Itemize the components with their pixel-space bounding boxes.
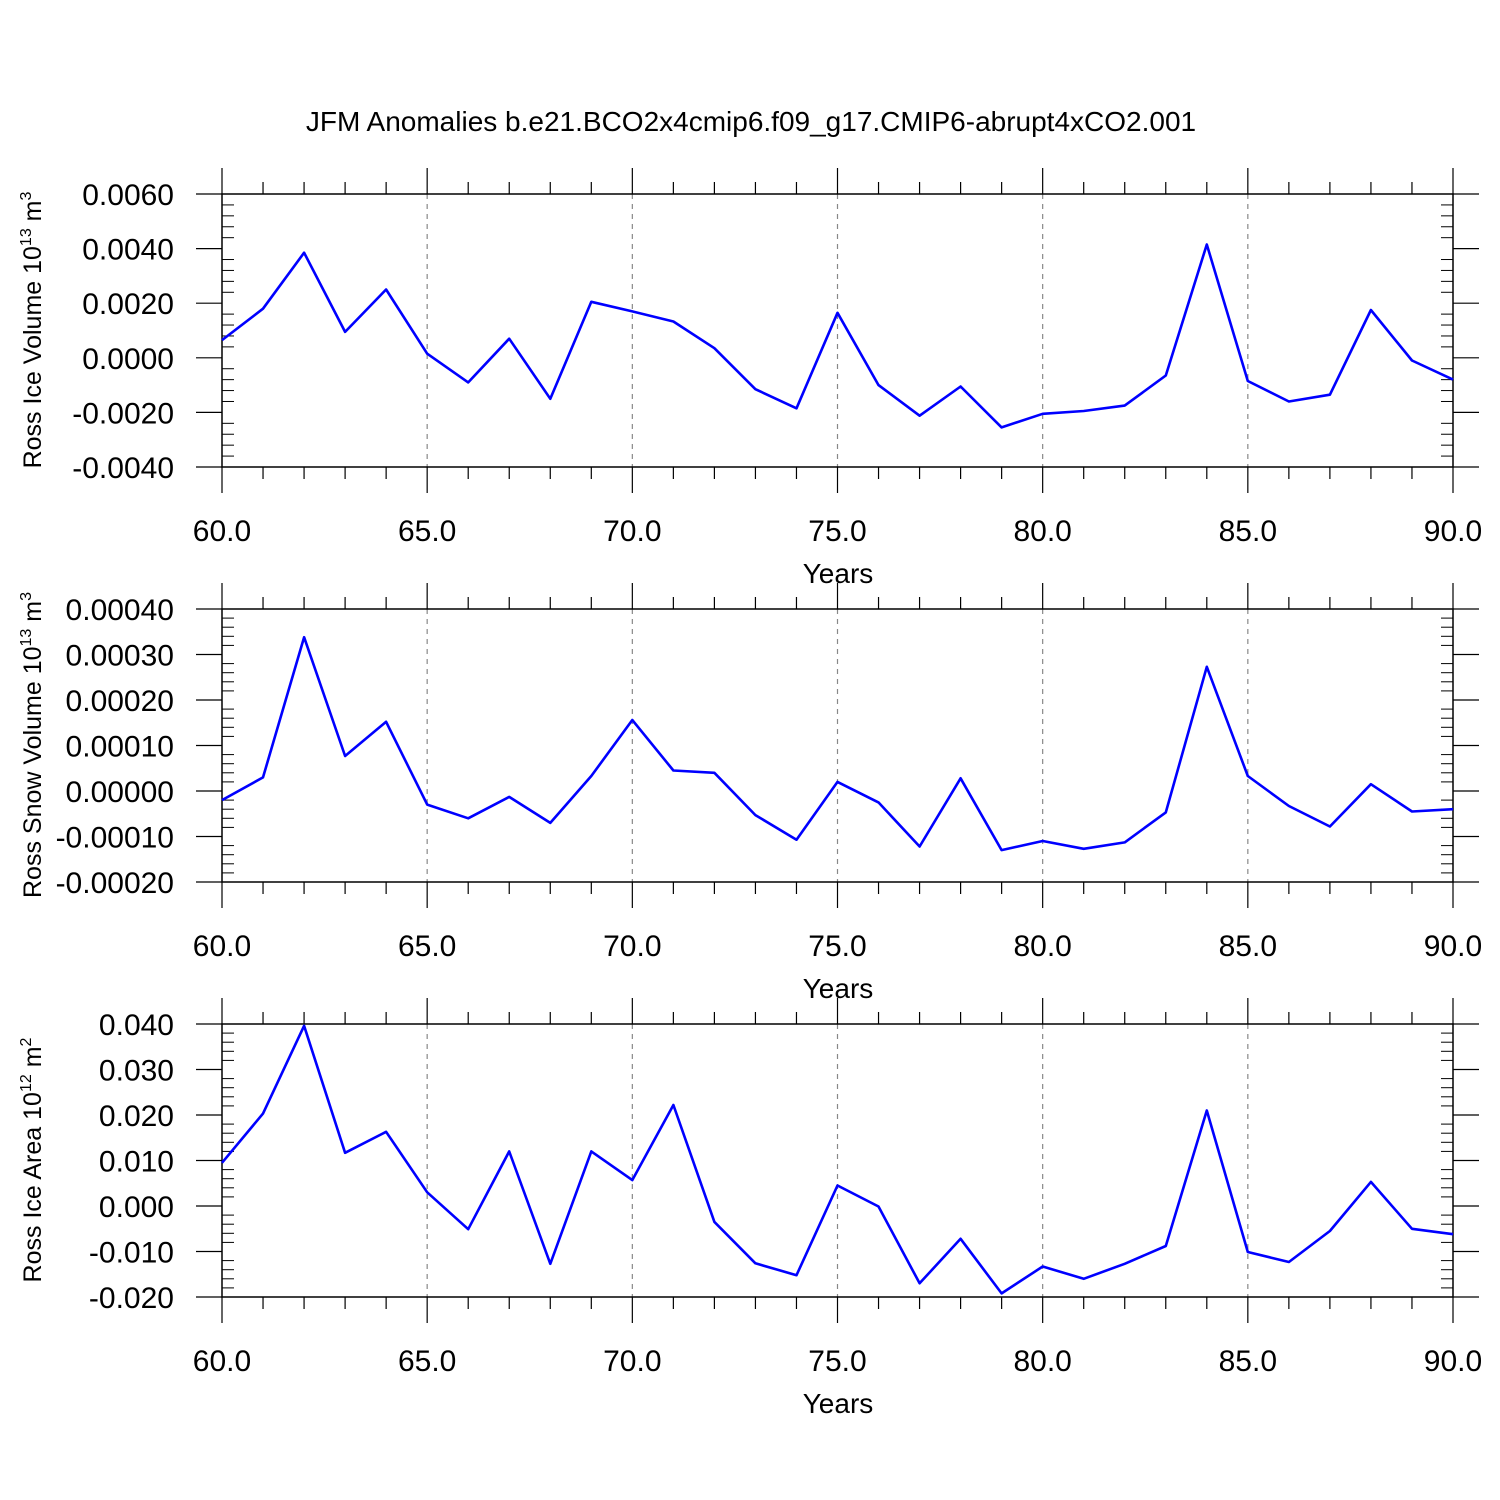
panel-3: 0.040 0.030 0.020 0.010 0.000 -0.010 -0.020 60.… <box>18 998 1482 1419</box>
x-tick-label: 65.0 <box>398 515 456 548</box>
y-axis-label: Ross Ice Volume 1013 m3 <box>18 191 47 468</box>
y-tick-label: 0.00000 <box>66 776 174 809</box>
x-tick-label: 85.0 <box>1219 515 1277 548</box>
x-tick-label: 75.0 <box>808 515 866 548</box>
y-tick-label: -0.00010 <box>56 822 174 855</box>
x-tick-label: 60.0 <box>193 1345 251 1378</box>
x-tick-label: 60.0 <box>193 930 251 963</box>
panel-2: 0.00040 0.00030 0.00020 0.00010 0.00000 -0.00… <box>18 583 1482 1004</box>
x-tick-label: 90.0 <box>1424 1345 1482 1378</box>
y-tick-label: 0.0020 <box>82 288 174 321</box>
x-tick-label: 75.0 <box>808 1345 866 1378</box>
x-tick-label: 70.0 <box>603 1345 661 1378</box>
x-tick-label: 65.0 <box>398 1345 456 1378</box>
y-tick-label: 0.020 <box>99 1100 174 1133</box>
x-tick-label: 90.0 <box>1424 515 1482 548</box>
y-tick-label: 0.0040 <box>82 234 174 267</box>
y-tick-label: -0.00020 <box>56 867 174 900</box>
y-tick-label: 0.030 <box>99 1055 174 1088</box>
y-tick-label: 0.0060 <box>82 179 174 212</box>
series-line <box>221 243 1454 429</box>
x-tick-label: 85.0 <box>1219 930 1277 963</box>
x-tick-label: 80.0 <box>1013 1345 1071 1378</box>
y-tick-label: 0.010 <box>99 1146 174 1179</box>
x-tick-label: 75.0 <box>808 930 866 963</box>
y-tick-label: 0.00010 <box>66 731 174 764</box>
y-tick-label: 0.040 <box>99 1009 174 1042</box>
y-tick-label: 0.00020 <box>66 685 174 718</box>
y-tick-label: 0.00040 <box>66 594 174 627</box>
chart-title: JFM Anomalies b.e21.BCO2x4cmip6.f09_g17.… <box>306 106 1196 137</box>
y-tick-label: 0.0000 <box>82 343 174 376</box>
y-tick-label: -0.010 <box>89 1237 174 1270</box>
series-line <box>221 1024 1454 1295</box>
x-tick-label: 80.0 <box>1013 930 1071 963</box>
y-tick-label: 0.00030 <box>66 640 174 673</box>
y-tick-label: 0.000 <box>99 1191 174 1224</box>
panel-1: 0.0060 0.0040 0.0020 0.0000 -0.0020 -0.0040 60… <box>18 168 1482 589</box>
x-tick-label: 70.0 <box>603 515 661 548</box>
x-tick-label: 80.0 <box>1013 515 1071 548</box>
x-tick-label: 60.0 <box>193 515 251 548</box>
x-tick-label: 90.0 <box>1424 930 1482 963</box>
series-line <box>221 635 1454 852</box>
x-tick-label: 85.0 <box>1219 1345 1277 1378</box>
y-axis-label: Ross Ice Area 1012 m2 <box>18 1037 47 1282</box>
x-axis-label: Years <box>803 1388 874 1419</box>
x-tick-label: 65.0 <box>398 930 456 963</box>
y-axis-label: Ross Snow Volume 1013 m3 <box>18 592 47 898</box>
x-tick-label: 70.0 <box>603 930 661 963</box>
y-tick-label: -0.0040 <box>72 452 174 485</box>
y-tick-label: -0.0020 <box>72 397 174 430</box>
y-tick-label: -0.020 <box>89 1282 174 1315</box>
